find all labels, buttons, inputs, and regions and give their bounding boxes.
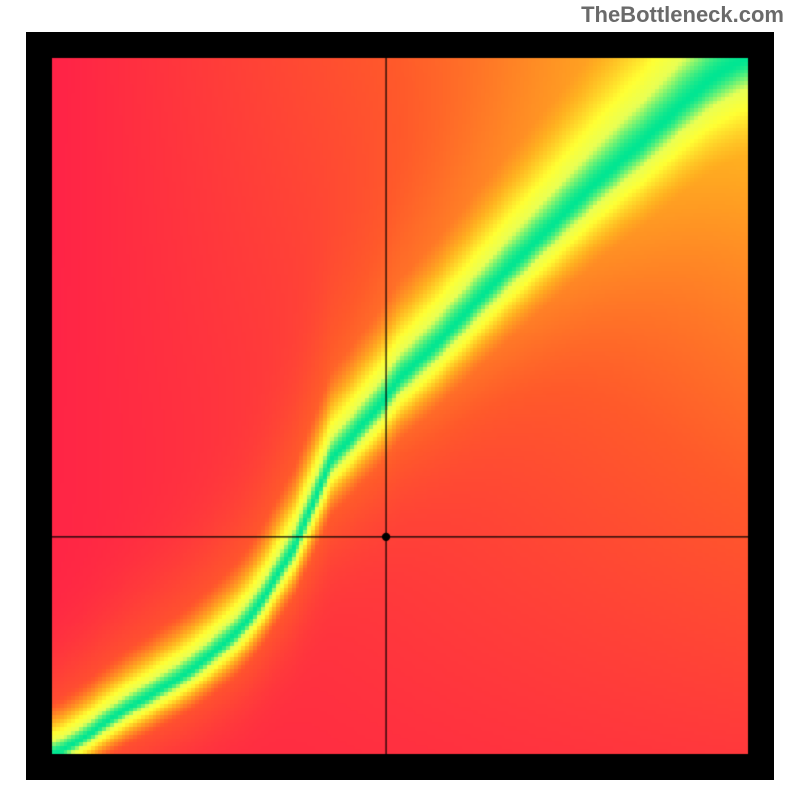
source-watermark: TheBottleneck.com <box>581 2 784 28</box>
heatmap-canvas <box>26 32 774 780</box>
bottleneck-heatmap <box>26 32 774 780</box>
